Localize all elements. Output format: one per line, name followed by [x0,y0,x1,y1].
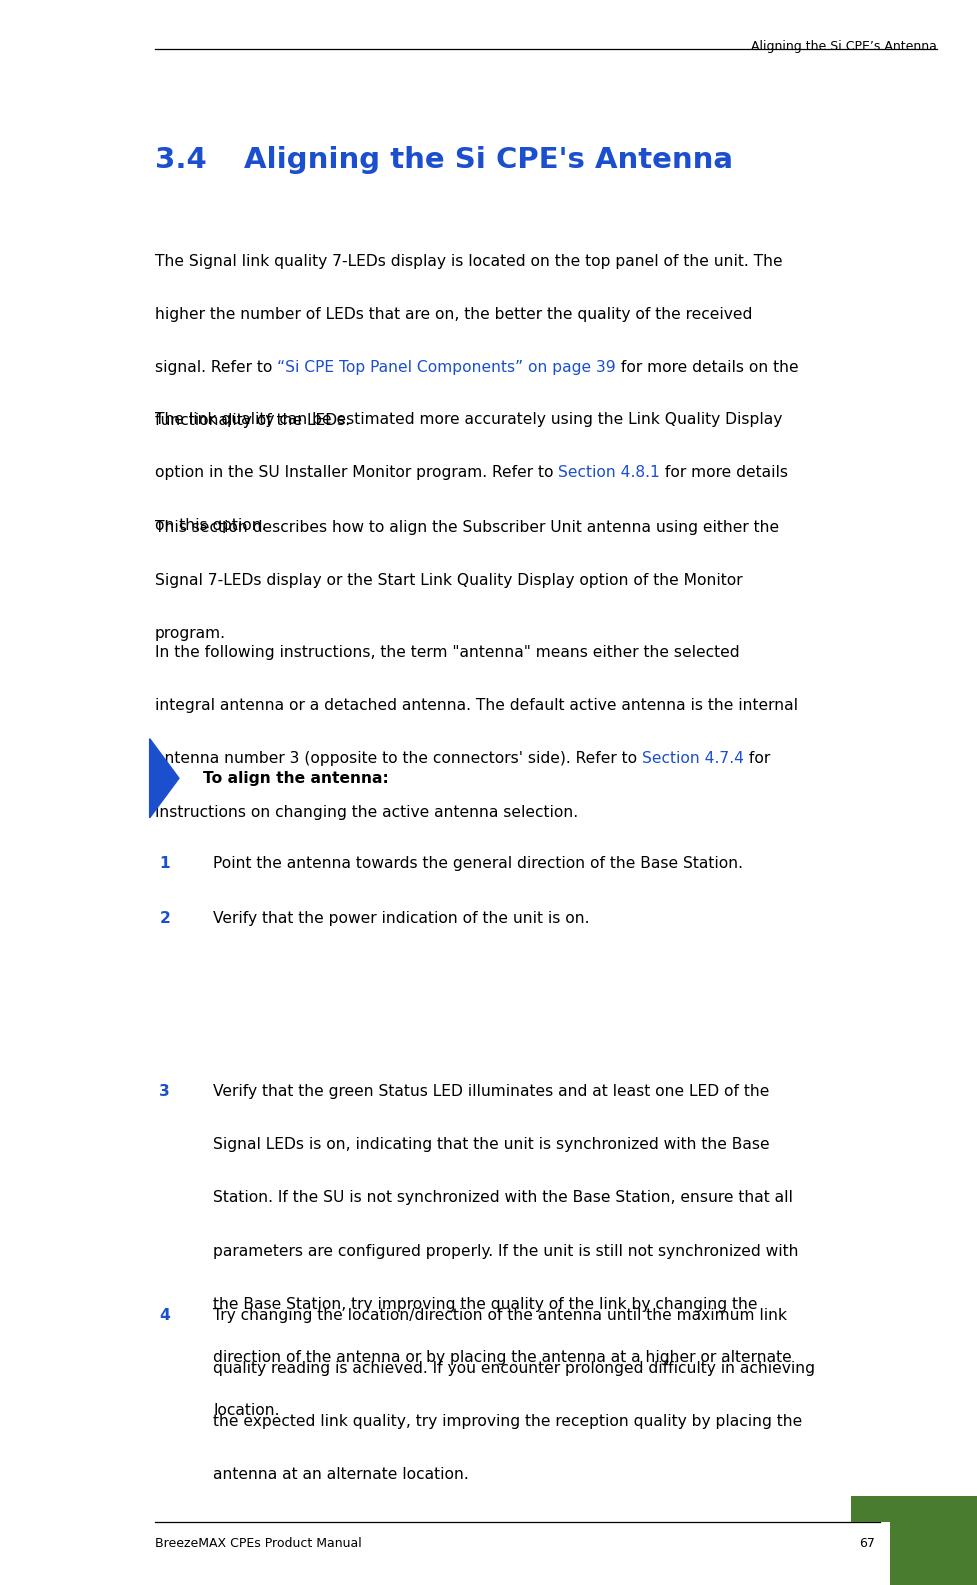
Text: To align the antenna:: To align the antenna: [203,770,389,786]
Text: quality reading is achieved. If you encounter prolonged difficulty in achieving: quality reading is achieved. If you enco… [213,1362,815,1376]
Bar [850,1496,977,1522]
Text: functionality of the LEDs.: functionality of the LEDs. [154,414,350,428]
Text: integral antenna or a detached antenna. The default active antenna is the intern: integral antenna or a detached antenna. … [154,699,796,713]
Text: program.: program. [154,626,226,642]
Text: higher the number of LEDs that are on, the better the quality of the received: higher the number of LEDs that are on, t… [154,307,751,322]
Text: antenna number 3 (opposite to the connectors' side). Refer to: antenna number 3 (opposite to the connec… [154,751,641,767]
Text: parameters are configured properly. If the unit is still not synchronized with: parameters are configured properly. If t… [213,1244,798,1258]
Text: This section describes how to align the Subscriber Unit antenna using either the: This section describes how to align the … [154,520,778,534]
Text: Aligning the Si CPE's Antenna: Aligning the Si CPE's Antenna [244,146,733,174]
Text: Verify that the power indication of the unit is on.: Verify that the power indication of the … [213,911,589,926]
Text: Verify that the green Status LED illuminates and at least one LED of the: Verify that the green Status LED illumin… [213,1084,769,1098]
Text: Point the antenna towards the general direction of the Base Station.: Point the antenna towards the general di… [213,856,743,870]
Text: 3.4: 3.4 [154,146,206,174]
Text: Section 4.7.4: Section 4.7.4 [641,751,743,767]
Text: Signal 7-LEDs display or the Start Link Quality Display option of the Monitor: Signal 7-LEDs display or the Start Link … [154,574,742,588]
Text: BreezeMAX CPEs Product Manual: BreezeMAX CPEs Product Manual [154,1537,361,1550]
Text: Section 4.8.1: Section 4.8.1 [557,466,658,480]
Text: 1: 1 [159,856,170,870]
Text: The link quality can be estimated more accurately using the Link Quality Display: The link quality can be estimated more a… [154,412,781,426]
Text: 2: 2 [159,911,170,926]
Text: signal. Refer to: signal. Refer to [154,360,276,376]
Text: for more details on the: for more details on the [615,360,797,376]
Text: In the following instructions, the term "antenna" means either the selected: In the following instructions, the term … [154,645,739,659]
Bar [889,1506,977,1585]
Text: direction of the antenna or by placing the antenna at a higher or alternate: direction of the antenna or by placing t… [213,1350,791,1365]
Text: location.: location. [213,1403,279,1419]
Text: Signal LEDs is on, indicating that the unit is synchronized with the Base: Signal LEDs is on, indicating that the u… [213,1138,769,1152]
Text: “Si CPE Top Panel Components” on page 39: “Si CPE Top Panel Components” on page 39 [276,360,615,376]
Text: The Signal link quality 7-LEDs display is located on the top panel of the unit. : The Signal link quality 7-LEDs display i… [154,254,782,268]
Text: instructions on changing the active antenna selection.: instructions on changing the active ante… [154,805,577,819]
Text: antenna at an alternate location.: antenna at an alternate location. [213,1468,469,1482]
Text: 3: 3 [159,1084,170,1098]
Text: Station. If the SU is not synchronized with the Base Station, ensure that all: Station. If the SU is not synchronized w… [213,1190,792,1206]
Text: option in the SU Installer Monitor program. Refer to: option in the SU Installer Monitor progr… [154,466,557,480]
Text: 67: 67 [859,1537,874,1550]
Text: the Base Station, try improving the quality of the link by changing the: the Base Station, try improving the qual… [213,1297,757,1312]
Text: Try changing the location/direction of the antenna until the maximum link: Try changing the location/direction of t… [213,1308,786,1322]
Text: for more details: for more details [658,466,786,480]
Text: for: for [743,751,769,767]
Text: Aligning the Si CPE’s Antenna: Aligning the Si CPE’s Antenna [750,40,936,52]
Text: 4: 4 [159,1308,170,1322]
Text: on this option.: on this option. [154,518,266,534]
Text: the expected link quality, try improving the reception quality by placing the: the expected link quality, try improving… [213,1414,802,1430]
Polygon shape [149,739,179,818]
